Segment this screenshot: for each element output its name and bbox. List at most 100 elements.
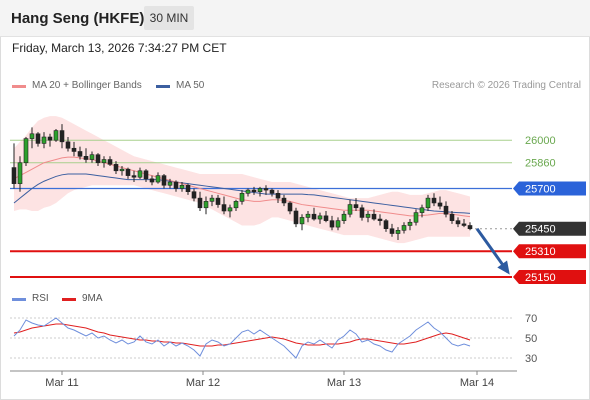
candle-up <box>119 168 125 172</box>
level-label-26000: 26000 <box>525 135 556 147</box>
candle-up <box>395 230 401 234</box>
candle-down <box>215 197 221 205</box>
candle-up <box>401 225 407 231</box>
candle-down <box>383 220 389 229</box>
candle-down <box>323 215 329 221</box>
level-badge-25450 <box>513 221 586 236</box>
candle-up <box>155 175 161 183</box>
rsi-swatch-icon <box>12 298 26 301</box>
candle-up <box>413 212 419 223</box>
candle-up <box>299 217 305 225</box>
candle-down <box>263 188 269 191</box>
candle-down <box>281 197 287 204</box>
candle-down <box>77 151 83 157</box>
candle-down <box>269 189 275 194</box>
candle-down <box>65 141 71 149</box>
candle-up <box>23 138 29 164</box>
candle-down <box>47 136 53 141</box>
candle-up <box>407 221 413 226</box>
candle-down <box>275 193 281 199</box>
instrument-title: Hang Seng (HKFE) <box>11 10 145 27</box>
level-badge-25700 <box>513 181 586 196</box>
candle-down <box>149 178 155 183</box>
candle-up <box>41 136 47 144</box>
level-label-25700: 25700 <box>525 183 556 195</box>
candle-down <box>197 197 203 209</box>
candle-down <box>59 130 65 143</box>
candle-up <box>335 220 341 228</box>
level-badge-25150 <box>513 269 586 284</box>
timeframe-button[interactable]: 30 MIN <box>144 6 194 30</box>
bollinger-band-area <box>14 116 470 244</box>
rsi-9ma-line <box>13 323 471 347</box>
candle-up <box>365 213 371 218</box>
rsi-tick-label: 70 <box>525 313 537 325</box>
candle-down <box>185 184 191 192</box>
candle-up <box>227 207 233 212</box>
candle-down <box>173 181 179 189</box>
ma50-swatch-icon <box>156 85 170 88</box>
candle-down <box>95 154 101 164</box>
candle-up <box>89 154 95 160</box>
level-label-25150: 25150 <box>525 272 556 284</box>
rsi-tick-label: 50 <box>525 333 537 345</box>
candle-down <box>329 220 335 228</box>
rsi-line <box>13 317 471 359</box>
candle-down <box>161 175 167 186</box>
level-label-25310: 25310 <box>525 246 556 258</box>
candle-up <box>305 213 311 218</box>
rsi-tick-label: 30 <box>525 353 537 365</box>
candle-down <box>437 202 443 207</box>
x-tick-label: Mar 11 <box>45 377 78 389</box>
candle-down <box>389 228 395 234</box>
candle-down <box>35 133 41 144</box>
candle-down <box>371 213 377 220</box>
candle-down <box>221 204 227 212</box>
candle-up <box>425 197 431 209</box>
candle-up <box>167 181 173 186</box>
candle-down <box>251 189 257 192</box>
candle-up <box>257 188 263 192</box>
legend-rsi-label: RSI <box>32 293 49 304</box>
candle-up <box>53 130 59 141</box>
candle-down <box>461 223 467 226</box>
candle-up <box>17 162 23 184</box>
candle-down <box>359 207 365 218</box>
candle-up <box>101 159 107 164</box>
candle-down <box>311 213 317 220</box>
candle-down <box>449 213 455 221</box>
forecast-arrow-head <box>497 260 510 275</box>
chart-header: Hang Seng (HKFE) 30 MIN <box>0 0 590 37</box>
candle-down <box>431 197 437 204</box>
candle-up <box>239 193 245 202</box>
candle-down <box>131 175 137 178</box>
x-tick-label: Mar 12 <box>186 377 220 389</box>
candle-up <box>137 170 143 178</box>
candle-down <box>443 205 449 215</box>
candle-down <box>293 210 299 225</box>
candle-down <box>125 168 131 176</box>
report-datetime: Friday, March 13, 2026 7:34:27 PM CET <box>12 41 227 55</box>
credit-text: Research © 2026 Trading Central <box>431 80 581 91</box>
ma9-swatch-icon <box>62 298 76 301</box>
ma20-swatch-icon <box>12 85 26 88</box>
candle-down <box>377 218 383 221</box>
x-tick-label: Mar 13 <box>327 377 361 389</box>
candle-up <box>317 215 323 220</box>
candle-down <box>467 225 473 229</box>
candle-down <box>107 159 113 165</box>
level-label-25860: 25860 <box>525 158 556 170</box>
candle-up <box>347 204 353 215</box>
legend-ma20-label: MA 20 + Bollinger Bands <box>32 80 142 91</box>
candle-down <box>191 191 197 199</box>
candle-up <box>245 189 251 194</box>
candle-down <box>11 167 17 184</box>
level-badge-25310 <box>513 244 586 259</box>
candle-down <box>287 202 293 212</box>
rsi-legend: RSI 9MA <box>12 293 212 307</box>
candle-down <box>455 220 461 225</box>
candle-down <box>71 147 77 152</box>
x-tick-label: Mar 14 <box>460 377 494 389</box>
candle-down <box>83 156 89 160</box>
